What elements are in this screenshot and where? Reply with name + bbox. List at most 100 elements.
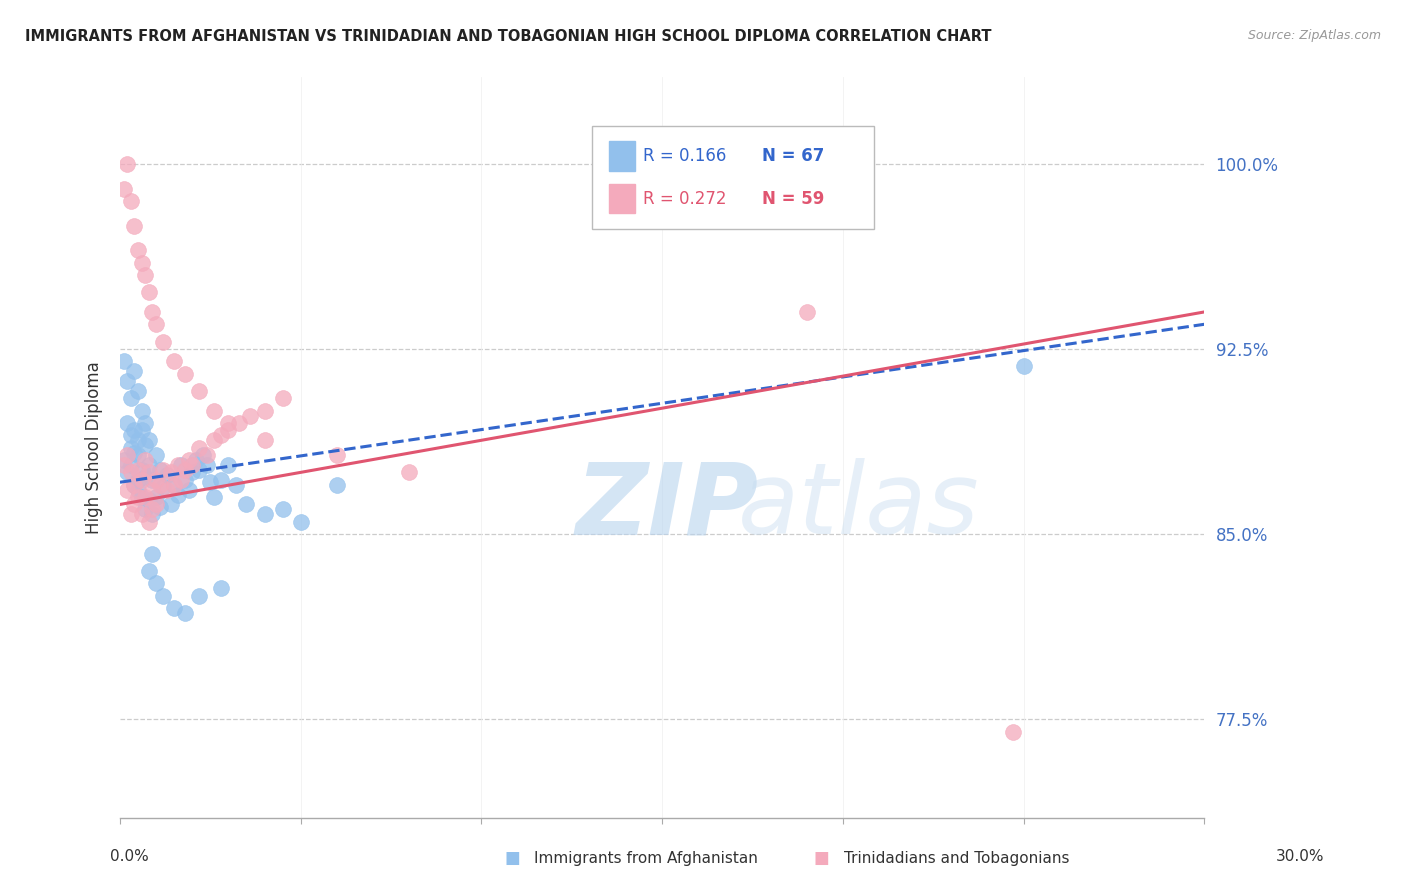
Point (141, 473, 163, 487)
Point (326, 477, 349, 491)
Point (120, 428, 142, 442)
Point (271, 392, 294, 406)
Point (174, 463, 197, 477)
Point (120, 194, 142, 208)
Point (202, 403, 225, 417)
Point (112, 354, 135, 368)
Point (134, 490, 156, 504)
Point (188, 441, 211, 455)
Text: N = 59: N = 59 (762, 190, 824, 208)
Point (188, 589, 211, 603)
Point (159, 466, 181, 480)
Text: IMMIGRANTS FROM AFGHANISTAN VS TRINIDADIAN AND TOBAGONIAN HIGH SCHOOL DIPLOMA CO: IMMIGRANTS FROM AFGHANISTAN VS TRINIDADI… (25, 29, 991, 44)
Point (217, 416, 239, 430)
Point (177, 483, 200, 497)
Point (134, 438, 156, 452)
Point (253, 434, 276, 448)
Point (191, 448, 214, 462)
Point (127, 473, 149, 487)
Text: atlas: atlas (738, 458, 980, 556)
Point (202, 434, 225, 448)
Point (174, 606, 197, 620)
Point (134, 502, 156, 516)
Point (141, 502, 163, 516)
Point (159, 498, 181, 512)
Point (115, 466, 138, 480)
Point (253, 508, 276, 522)
Point (131, 255, 153, 269)
Point (200, 475, 222, 490)
Point (149, 477, 172, 491)
Point (398, 466, 420, 480)
Point (120, 508, 142, 522)
Point (124, 364, 146, 378)
Point (239, 409, 262, 423)
Point (149, 500, 172, 514)
Point (202, 490, 225, 504)
Point (271, 502, 294, 516)
Point (326, 448, 349, 462)
Point (163, 601, 186, 615)
Point (138, 466, 160, 480)
Point (145, 318, 167, 332)
FancyBboxPatch shape (609, 184, 636, 213)
Point (145, 473, 167, 487)
Point (217, 424, 239, 438)
Point (149, 463, 172, 477)
Point (134, 416, 156, 430)
Point (138, 434, 160, 448)
Point (177, 453, 200, 467)
Point (131, 508, 153, 522)
Point (124, 477, 146, 491)
Point (209, 473, 232, 487)
Point (127, 463, 149, 477)
Text: 30.0%: 30.0% (1277, 849, 1324, 863)
Point (127, 434, 149, 448)
FancyBboxPatch shape (609, 142, 636, 171)
Point (156, 467, 179, 482)
Point (141, 508, 163, 522)
Point (134, 268, 156, 282)
Point (112, 181, 135, 195)
Point (131, 473, 153, 487)
Point (115, 448, 138, 462)
Point (138, 458, 160, 472)
Point (124, 424, 146, 438)
Point (228, 416, 250, 430)
Text: R = 0.272: R = 0.272 (643, 190, 725, 208)
Point (127, 490, 149, 504)
Point (131, 463, 153, 477)
Point (181, 458, 204, 472)
Point (124, 219, 146, 233)
Point (115, 374, 138, 388)
Point (1012, 359, 1035, 374)
Text: Trinidadians and Tobagonians: Trinidadians and Tobagonians (844, 851, 1069, 865)
Point (145, 576, 167, 591)
Point (120, 466, 142, 480)
Point (209, 428, 232, 442)
Point (188, 384, 211, 398)
Point (131, 490, 153, 504)
Text: ZIP: ZIP (575, 458, 758, 556)
Point (170, 473, 193, 487)
Point (120, 458, 142, 472)
Point (290, 515, 312, 529)
Point (127, 483, 149, 497)
Point (166, 458, 188, 472)
Point (188, 463, 211, 477)
Point (163, 354, 186, 368)
Point (217, 458, 239, 472)
Point (174, 473, 197, 487)
Point (141, 547, 163, 561)
Point (138, 492, 160, 507)
Point (131, 403, 153, 417)
Point (1001, 724, 1024, 739)
Point (115, 157, 138, 171)
Point (145, 448, 167, 462)
Text: Immigrants from Afghanistan: Immigrants from Afghanistan (534, 851, 758, 865)
Point (145, 490, 167, 504)
Point (152, 463, 174, 477)
Point (209, 582, 232, 596)
Point (152, 334, 174, 349)
FancyBboxPatch shape (592, 126, 873, 229)
